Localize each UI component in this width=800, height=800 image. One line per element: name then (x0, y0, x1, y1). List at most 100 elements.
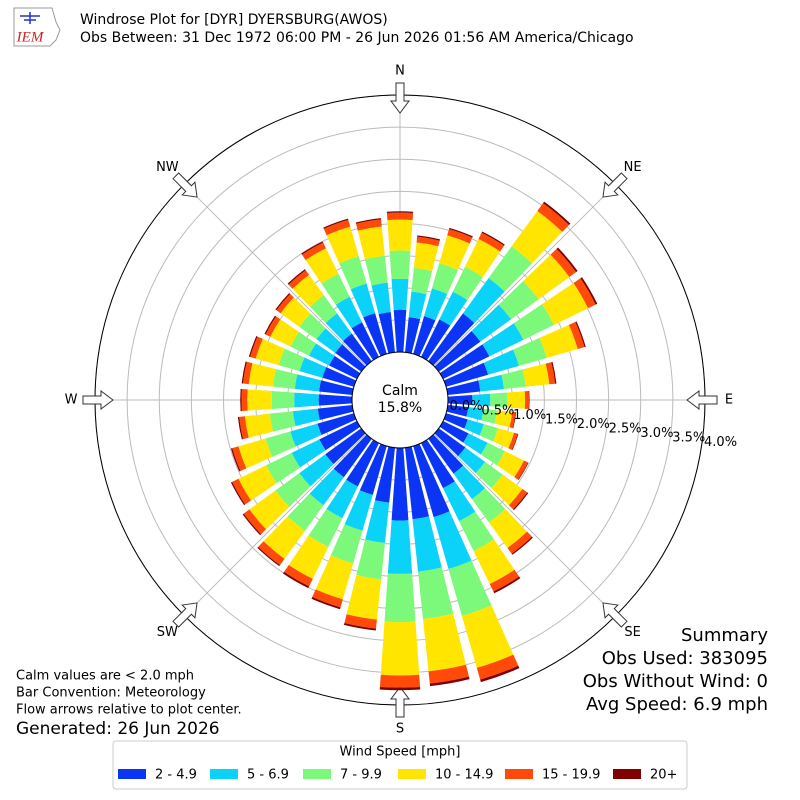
flow-arrow (82, 390, 114, 410)
wind-bar-segment (413, 316, 436, 357)
wind-bar-segment (276, 293, 294, 314)
wind-bar-segment (543, 201, 571, 225)
wind-bar-segment (479, 424, 499, 442)
legend-title: Wind Speed [mph] (340, 745, 461, 760)
wind-bar-segment (318, 394, 353, 406)
flow-arrow-shape (390, 82, 410, 114)
wind-bar-segment (275, 473, 311, 507)
logo-text: IEM (16, 29, 45, 45)
wind-bar-segment (230, 481, 246, 506)
wind-bar-segment (473, 539, 515, 585)
wind-bar-segment (387, 219, 413, 251)
wind-bar-segment (292, 408, 320, 427)
wind-bar-segment (446, 380, 481, 395)
wind-bar-segment (428, 434, 464, 474)
wind-bar-segment (316, 328, 343, 353)
wind-bar-segment (249, 490, 290, 530)
wind-bar-segment (446, 405, 469, 417)
wind-bar-segment (545, 362, 556, 385)
wind-bar-segment (539, 324, 578, 358)
wind-bar-segment (509, 411, 516, 429)
radial-tick-label: 0.0% (450, 399, 483, 414)
flow-arrow (172, 602, 198, 628)
wind-bar-segment (391, 278, 409, 310)
direction-label: E (725, 393, 733, 408)
wind-bar-segment (273, 369, 298, 389)
wind-bar-segment (424, 288, 448, 321)
radial-tick-label: 2.5% (609, 422, 642, 437)
wind-bar-segment (507, 531, 532, 554)
wind-bar-segment (242, 361, 253, 385)
wind-bar-segment (364, 255, 388, 286)
logo-glyph (20, 12, 40, 24)
summary-line: Avg Speed: 6.9 mph (586, 694, 768, 715)
wind-bar-segment (493, 576, 521, 594)
note: Calm values are < 2.0 mph (16, 669, 194, 684)
wind-bar-segment (405, 446, 430, 520)
wind-bar-segment (290, 331, 316, 356)
wind-bar-segment (238, 465, 277, 501)
flow-arrow (686, 390, 718, 410)
wind-bar-segment (501, 369, 526, 390)
wind-bar-segment (356, 539, 385, 580)
wind-bar-segment (270, 319, 299, 347)
wind-bar-segment (439, 291, 468, 326)
wind-bar-segment (447, 229, 473, 244)
wind-bar-segment (472, 393, 491, 407)
wind-bar-segment (443, 413, 468, 429)
wind-bar-segment (387, 520, 413, 574)
wind-bar-segment (491, 474, 523, 506)
wind-bar-segment (329, 355, 361, 379)
wind-bar-segment (522, 363, 550, 387)
wind-bar-segment (494, 410, 513, 428)
wind-bar-segment (319, 380, 354, 395)
wind-bar-segment (315, 555, 354, 600)
direction-label: S (396, 722, 404, 737)
wind-bar-segment (472, 488, 506, 523)
wind-bar-segment (299, 357, 327, 378)
flow-arrow (390, 82, 410, 114)
wind-bar-segment (363, 313, 387, 357)
wind-bar-segment (271, 391, 295, 409)
wind-bar-segment (428, 313, 475, 366)
wind-bar-segment (275, 293, 291, 311)
wind-bar-segment (319, 421, 361, 451)
wind-bar-segment (480, 442, 505, 466)
flow-arrow (602, 172, 628, 198)
wind-bar-segment (335, 296, 363, 329)
wind-bar-segment (417, 235, 441, 241)
wind-bar-segment (556, 247, 578, 273)
wind-bar-segment (305, 248, 339, 284)
wind-bar-segment (288, 535, 329, 579)
wind-bar-segment (433, 511, 472, 570)
wind-bar-segment (239, 416, 249, 440)
wind-bar-segment (317, 405, 354, 421)
calm-label: Calm (382, 383, 418, 399)
logo: IEM (13, 7, 61, 47)
wind-bar-segment (326, 226, 359, 264)
wind-bar-segment (280, 297, 311, 327)
wind-bar-segment (243, 509, 267, 535)
flow-arrow-shape (172, 172, 198, 198)
direction-label: W (65, 393, 78, 408)
wind-bar-segment (309, 468, 344, 506)
wind-bar-segment (447, 394, 473, 406)
wind-bar-segment (346, 439, 379, 487)
wind-bar-segment (481, 408, 497, 424)
wind-bar-segment (265, 316, 281, 337)
flow-arrow-shape (686, 390, 718, 410)
wind-bar-segment (513, 304, 555, 340)
wind-bar-segment (291, 439, 326, 468)
wind-bar-segment (294, 392, 319, 408)
wind-bar-segment (471, 304, 512, 342)
wind-bar-segment (421, 319, 451, 361)
wind-bar-segment (478, 374, 504, 392)
wind-bar-segment (241, 361, 247, 384)
legend-label: 2 - 4.9 (155, 768, 197, 783)
wind-bar-segment (384, 573, 416, 623)
wind-bar-segment (464, 419, 484, 436)
wind-bar-segment (237, 416, 244, 440)
wind-bar-segment (357, 226, 385, 260)
wind-bar-segment (489, 508, 528, 548)
